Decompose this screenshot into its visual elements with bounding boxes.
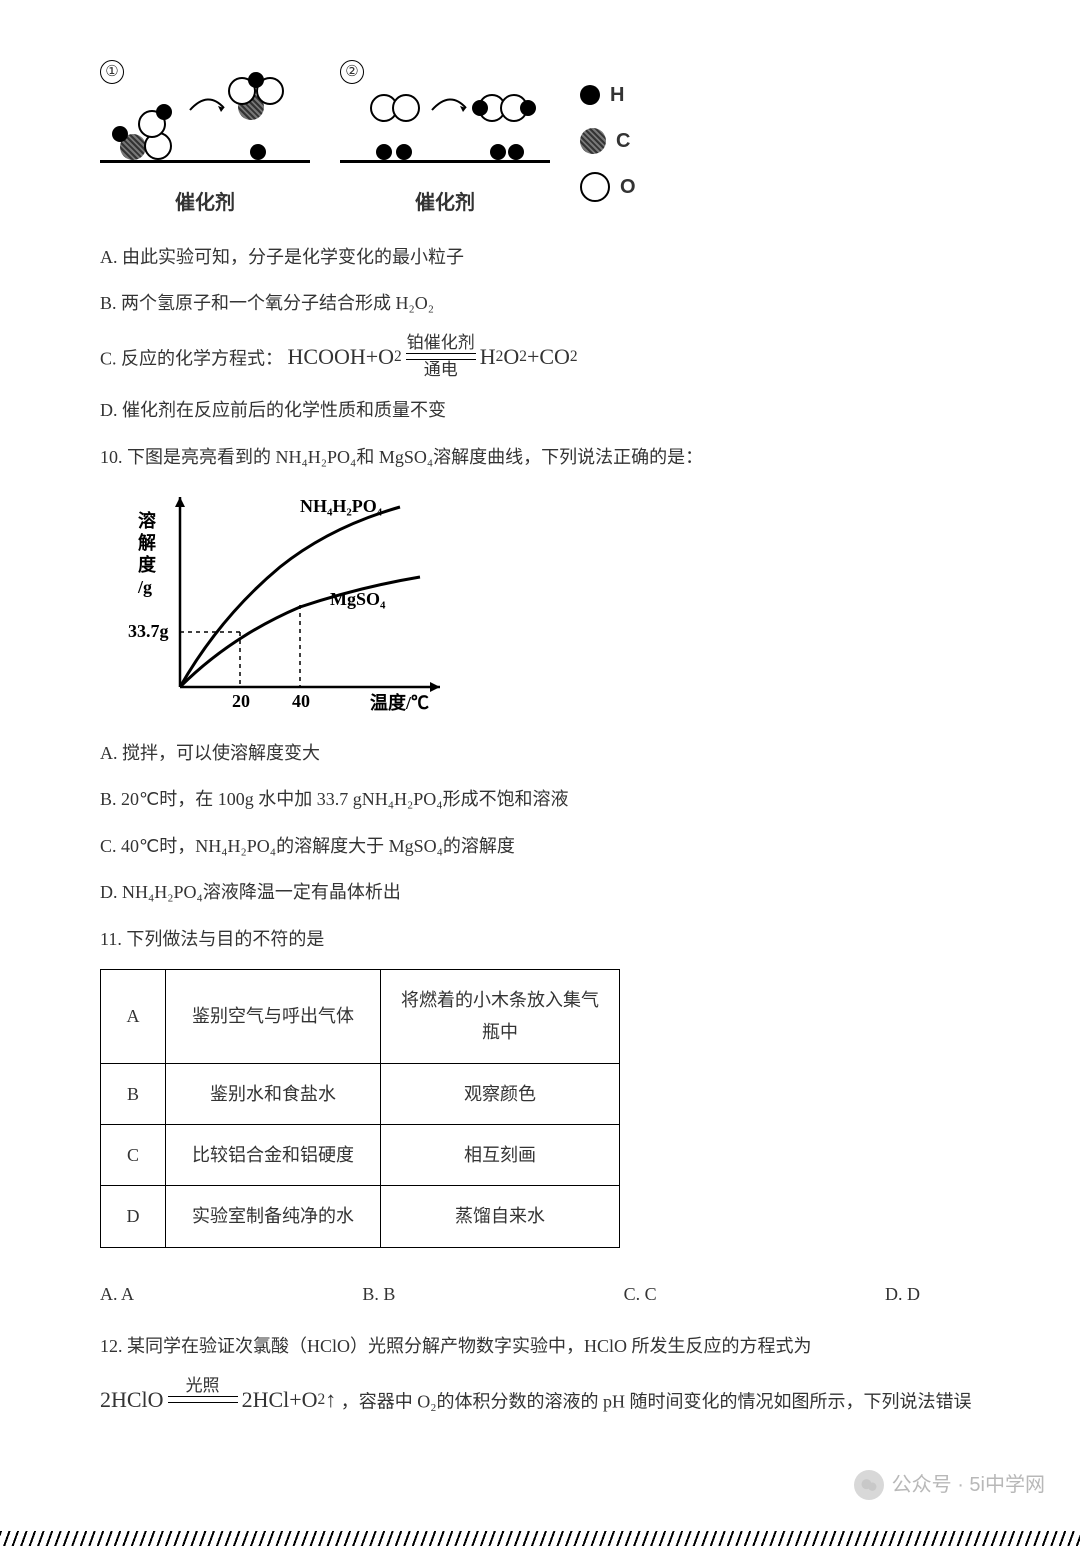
table-row: C 比较铝合金和铝硬度 相互刻画 <box>101 1125 620 1186</box>
chart-xlabel: 温度/℃ <box>370 692 429 713</box>
diagram-panel-2: ② 催化剂 <box>340 60 550 221</box>
q10-option-b: B. 20℃时，在 100g 水中加 33.7 gNH₄H₂PO₄形成不饱和溶液 <box>100 783 980 815</box>
q10-a-text: 搅拌，可以使溶解度变大 <box>122 743 320 763</box>
q9-option-a: A. 由此实验可知，分子是化学变化的最小粒子 <box>100 241 980 273</box>
atom-legend: H C O <box>580 77 636 205</box>
q9-c-left: HCOOH+O <box>288 337 395 377</box>
q11-row-c-key: C <box>101 1125 166 1186</box>
q12-stem: 12. 某同学在验证次氯酸（HClO）光照分解产物数字实验中，HClO 所发生反… <box>100 1330 980 1362</box>
q12-up-arrow-icon: ↑ <box>325 1380 336 1420</box>
table-row: B 鉴别水和食盐水 观察颜色 <box>101 1063 620 1124</box>
q9-c-prefix: 反应的化学方程式： <box>121 348 283 368</box>
q11-row-c-col2: 相互刻画 <box>381 1125 620 1186</box>
q12-eq-sub: 2 <box>318 1386 326 1414</box>
footer-text: 公众号 · 5i中学网 <box>892 1467 1045 1503</box>
q10-option-c: C. 40℃时，NH₄H₂PO₄的溶解度大于 MgSO₄的溶解度 <box>100 830 980 862</box>
legend-swatch-o <box>580 172 610 202</box>
q9-c-equation: HCOOH+O2 铂催化剂 通电 H2O2+CO2 <box>288 334 578 380</box>
q12-arrow-top: 光照 <box>186 1377 220 1396</box>
q11-row-a-col2: 将燃着的小木条放入集气瓶中 <box>381 969 620 1063</box>
q9-c-sub1: 2 <box>394 343 402 371</box>
q11-choice-c: C. C <box>624 1278 657 1310</box>
q9-option-b: B. 两个氢原子和一个氧分子结合形成 H₂O₂ <box>100 287 980 319</box>
q9-option-d-text: 催化剂在反应前后的化学性质和质量不变 <box>122 400 446 420</box>
chart-curve2-label: MgSO₄ <box>330 589 386 609</box>
q10-option-a: A. 搅拌，可以使溶解度变大 <box>100 737 980 769</box>
q11-row-b-key: B <box>101 1063 166 1124</box>
q11-row-c-col1: 比较铝合金和铝硬度 <box>166 1125 381 1186</box>
chart-ylabel: 溶解度/g <box>137 510 157 597</box>
q12-eq-right: 2HCl+O <box>242 1380 318 1420</box>
q12-arrow-icon: 光照 <box>168 1377 238 1423</box>
legend-label-c: C <box>616 123 630 159</box>
q11-row-a-key: A <box>101 969 166 1063</box>
reaction-diagram: ① 催化剂 ② <box>100 60 980 221</box>
chart-ytick: 33.7g <box>128 621 169 641</box>
q9-option-a-text: 由此实验可知，分子是化学变化的最小粒子 <box>122 247 464 267</box>
q11-row-b-col1: 鉴别水和食盐水 <box>166 1063 381 1124</box>
q11-choice-a: A. A <box>100 1278 134 1310</box>
q11-row-d-col1: 实验室制备纯净的水 <box>166 1186 381 1247</box>
q10-c-text: 40℃时，NH₄H₂PO₄的溶解度大于 MgSO₄的溶解度 <box>121 836 515 856</box>
reaction-arrow-icon: 铂催化剂 通电 <box>406 334 476 380</box>
q11-row-d-key: D <box>101 1186 166 1247</box>
q12-eq-left: 2HClO <box>100 1380 164 1420</box>
footer-watermark: 公众号 · 5i中学网 <box>854 1467 1045 1503</box>
q11-row-d-col2: 蒸馏自来水 <box>381 1186 620 1247</box>
diagram-panel-1: ① 催化剂 <box>100 60 310 221</box>
q10-option-d: D. NH₄H₂PO₄溶液降温一定有晶体析出 <box>100 876 980 908</box>
q9-c-r3: +CO <box>527 337 570 377</box>
chart-xtick-40: 40 <box>292 691 310 711</box>
legend-label-o: O <box>620 169 636 205</box>
q9-option-d: D. 催化剂在反应前后的化学性质和质量不变 <box>100 394 980 426</box>
table-row: D 实验室制备纯净的水 蒸馏自来水 <box>101 1186 620 1247</box>
q9-c-arrow-top: 铂催化剂 <box>407 334 475 353</box>
catalyst-label-2: 催化剂 <box>415 185 475 221</box>
q11-stem: 11. 下列做法与目的不符的是 <box>100 923 980 955</box>
q10-d-text: NH₄H₂PO₄溶液降温一定有晶体析出 <box>122 882 401 902</box>
legend-swatch-h <box>580 85 600 105</box>
wechat-icon <box>854 1470 884 1500</box>
q11-table: A 鉴别空气与呼出气体 将燃着的小木条放入集气瓶中 B 鉴别水和食盐水 观察颜色… <box>100 969 620 1248</box>
q9-option-b-text: 两个氢原子和一个氧分子结合形成 H₂O₂ <box>121 293 434 313</box>
chart-xtick-20: 20 <box>232 691 250 711</box>
panel-2-label: ② <box>340 60 364 84</box>
q11-choice-b: B. B <box>362 1278 395 1310</box>
table-row: A 鉴别空气与呼出气体 将燃着的小木条放入集气瓶中 <box>101 969 620 1063</box>
chart-curve1-label: NH₄H₂PO₄ <box>300 496 383 516</box>
solubility-chart: 溶解度/g NH₄H₂PO₄ MgSO₄ 33.7g 20 40 温度/℃ <box>120 487 450 717</box>
q10-stem: 10. 下图是亮亮看到的 NH₄H₂PO₄和 MgSO₄溶解度曲线，下列说法正确… <box>100 441 980 473</box>
q11-row-b-col2: 观察颜色 <box>381 1063 620 1124</box>
q11-choice-d: D. D <box>885 1278 920 1310</box>
panel-1-label: ① <box>100 60 124 84</box>
legend-label-h: H <box>610 77 624 113</box>
legend-swatch-c <box>580 128 606 154</box>
q9-c-r2: O <box>503 337 519 377</box>
q12-equation: 2HClO 光照 2HCl+O2↑ <box>100 1377 336 1423</box>
q12-equation-line: 2HClO 光照 2HCl+O2↑ ，容器中 O₂的体积分数的溶液的 pH 随时… <box>100 1377 980 1423</box>
q11-row-a-col1: 鉴别空气与呼出气体 <box>166 969 381 1063</box>
q9-c-r1: H <box>480 337 496 377</box>
q10-b-text: 20℃时，在 100g 水中加 33.7 gNH₄H₂PO₄形成不饱和溶液 <box>121 789 569 809</box>
catalyst-label-1: 催化剂 <box>175 185 235 221</box>
q9-option-c: C. 反应的化学方程式： HCOOH+O2 铂催化剂 通电 H2O2+CO2 <box>100 334 980 380</box>
q11-choices: A. A B. B C. C D. D <box>100 1278 920 1310</box>
q12-tail: ，容器中 O₂的体积分数的溶液的 pH 随时间变化的情况如图所示，下列说法错误 <box>341 1391 972 1411</box>
q9-c-arrow-bottom: 通电 <box>424 361 458 380</box>
